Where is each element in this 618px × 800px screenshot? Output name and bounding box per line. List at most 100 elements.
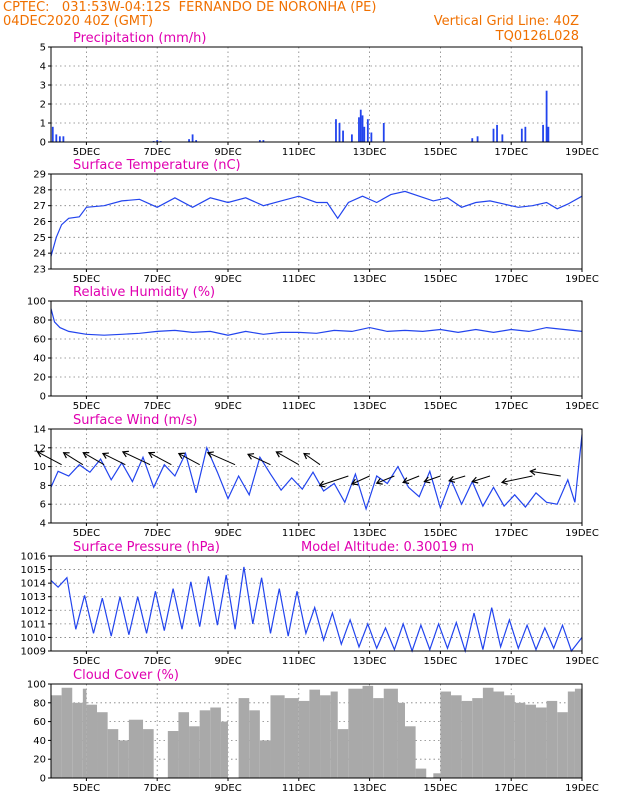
pres-xtick-label: 13DEC xyxy=(353,656,387,667)
pres-ytick-label: 1013 xyxy=(21,592,46,603)
cloud-area-segment xyxy=(259,740,271,778)
temp-ytick-label: 29 xyxy=(33,170,46,181)
header-station: CPTEC: 031:53W-04:12S FERNANDO DE NORONH… xyxy=(3,0,376,15)
precip-ytick-label: 3 xyxy=(40,81,46,92)
cloud-xtick-label: 5DEC xyxy=(73,783,100,794)
cloud-area-segment xyxy=(472,698,483,778)
temp-ytick-label: 24 xyxy=(33,249,46,260)
pres-extra-label: Model Altitude: 0.30019 m xyxy=(301,540,474,555)
precip-bar xyxy=(547,126,550,142)
cloud-area-segment xyxy=(61,687,73,778)
cloud-ytick-label: 20 xyxy=(33,755,46,766)
cloud-area-segment xyxy=(249,710,260,778)
wind-xtick-label: 17DEC xyxy=(494,528,528,539)
wind-series-line xyxy=(50,434,583,511)
rh-xtick-label: 15DEC xyxy=(424,401,458,412)
pres-series-line xyxy=(50,566,583,654)
cloud-area-segment xyxy=(97,712,108,778)
cloud-area-segment xyxy=(493,691,505,778)
cloud-area-segment xyxy=(143,729,154,778)
wind-vector xyxy=(350,475,370,486)
precip-bar xyxy=(358,117,360,142)
cloud-area-segment xyxy=(220,721,228,778)
wind-vector xyxy=(206,451,236,466)
cloud-xtick-label: 9DEC xyxy=(214,783,241,794)
rh-xtick-label: 19DEC xyxy=(565,401,599,412)
pres-ytick-label: 1010 xyxy=(21,633,46,644)
cloud-area-segment xyxy=(298,700,310,778)
pres-frame xyxy=(50,555,583,652)
precip-bar xyxy=(501,134,504,142)
wind-ytick-label: 14 xyxy=(33,425,46,436)
precip-xtick-label: 15DEC xyxy=(424,147,458,158)
wind-vector xyxy=(101,452,126,466)
cloud-area-segment xyxy=(199,710,211,778)
precip-bar xyxy=(188,139,190,142)
cloud-area-segment xyxy=(546,700,558,778)
temp-ytick-label: 25 xyxy=(33,233,46,244)
precip-bar xyxy=(191,134,194,142)
wind-vector xyxy=(177,452,200,466)
cloud-area-segment xyxy=(238,698,250,778)
wind-ytick-label: 12 xyxy=(33,443,46,454)
wind-xtick-label: 7DEC xyxy=(144,528,171,539)
cloud-area-segment xyxy=(433,773,441,778)
cloud-area-segment xyxy=(525,704,536,778)
precip-bar xyxy=(545,90,548,142)
pres-xtick-label: 17DEC xyxy=(494,656,528,667)
precip-bar xyxy=(335,119,337,142)
temp-xtick-label: 15DEC xyxy=(424,274,458,285)
wind-vector xyxy=(247,453,271,466)
cloud-area-segment xyxy=(440,691,452,778)
temp-panel: 23 24 25 26 27 28 29 5DEC 7DEC 9DEC 11DEC 13DEC 15DE… xyxy=(33,158,599,285)
precip-ytick-label: 2 xyxy=(40,100,46,111)
precip-xtick-label: 9DEC xyxy=(214,147,241,158)
cloud-area-segment xyxy=(107,729,119,778)
cloud-xtick-label: 17DEC xyxy=(494,783,528,794)
temp-xtick-label: 19DEC xyxy=(565,274,599,285)
temp-ytick-label: 26 xyxy=(33,217,46,228)
wind-vector xyxy=(402,475,420,484)
cloud-area-segment xyxy=(72,702,83,778)
precip-bar xyxy=(524,126,527,142)
precip-ytick-label: 4 xyxy=(40,62,46,73)
header-run-time: 04DEC2020 40Z (GMT) xyxy=(3,14,153,29)
cloud-area-segment xyxy=(574,688,582,778)
precip-bar xyxy=(363,126,366,142)
cloud-area-segment xyxy=(167,731,179,778)
cloud-area-segment xyxy=(451,695,462,778)
cloud-ytick-label: 100 xyxy=(27,680,46,691)
wind-vector xyxy=(303,452,321,466)
cloud-area-segment xyxy=(284,698,299,778)
cloud-ytick-label: 0 xyxy=(40,774,46,785)
rh-ytick-label: 80 xyxy=(33,316,46,327)
wind-xtick-label: 13DEC xyxy=(353,528,387,539)
cloud-area-segment xyxy=(128,719,144,778)
pres-ytick-label: 1011 xyxy=(21,619,46,630)
cloud-title: Cloud Cover (%) xyxy=(73,668,179,683)
cloud-xtick-label: 19DEC xyxy=(565,783,599,794)
wind-ytick-label: 10 xyxy=(33,462,46,473)
wind-vector xyxy=(471,475,491,484)
rh-title: Relative Humidity (%) xyxy=(73,285,215,300)
cloud-area-segment xyxy=(189,726,200,778)
cloud-panel: 0 20 40 60 80 100 5DEC 7DEC 9DEC 11DEC 13DEC 15DEC 1… xyxy=(27,668,599,794)
pres-xtick-label: 7DEC xyxy=(144,656,171,667)
pres-xtick-label: 19DEC xyxy=(565,656,599,667)
cloud-xtick-label: 11DEC xyxy=(282,783,316,794)
header-code: TQ0126L028 xyxy=(495,29,579,44)
cloud-area-segment xyxy=(118,740,129,778)
precip-bar xyxy=(58,136,61,142)
precip-bar xyxy=(51,126,54,142)
precip-bar xyxy=(156,140,159,142)
cloud-xtick-label: 13DEC xyxy=(353,783,387,794)
cloud-ytick-label: 40 xyxy=(33,736,46,747)
precip-bar xyxy=(370,132,373,142)
wind-vector xyxy=(448,475,466,483)
pres-ytick-label: 1015 xyxy=(21,565,46,576)
cloud-area-segment xyxy=(415,768,427,778)
cloud-area-segment xyxy=(373,698,384,778)
wind-xtick-label: 19DEC xyxy=(565,528,599,539)
cloud-area-segment xyxy=(320,695,331,778)
